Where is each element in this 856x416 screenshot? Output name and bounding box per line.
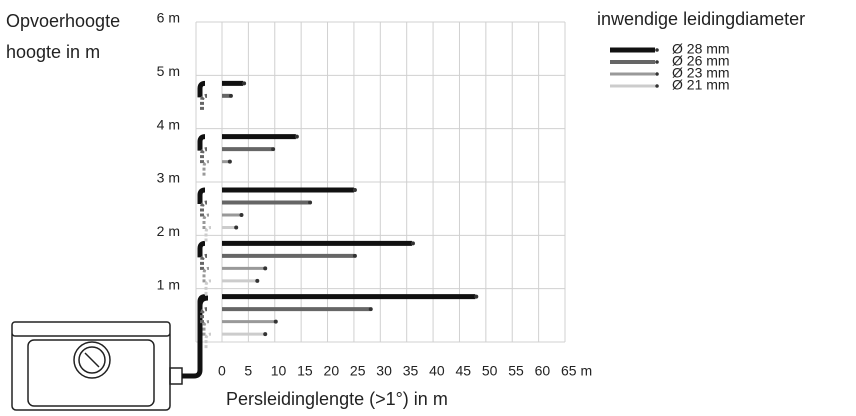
bar-end-dot <box>308 200 313 205</box>
pipe-connector <box>200 253 208 270</box>
x-title: Persleidinglengte (>1°) in m <box>226 389 448 409</box>
x-tick-label: 50 <box>482 363 498 379</box>
pipe-connector <box>204 279 212 295</box>
x-tick-label: 25 <box>350 363 366 379</box>
x-tick-label: 15 <box>297 363 313 379</box>
bar-end-dot <box>271 147 276 152</box>
x-tick-label: 65 m <box>561 363 592 379</box>
x-tick-label: 40 <box>429 363 445 379</box>
legend-dot <box>655 72 659 76</box>
bar-end-dot <box>227 159 232 164</box>
y-title: Opvoerhoogte <box>6 11 120 31</box>
pipe-connector <box>197 80 206 98</box>
bar-end-dot <box>352 188 357 192</box>
bar-end-dot <box>294 134 299 139</box>
x-tick-label: 45 <box>455 363 471 379</box>
bar-end-dot <box>368 307 373 312</box>
pipe-connector <box>197 187 206 204</box>
legend-dot <box>655 60 659 64</box>
x-tick-label: 0 <box>218 363 226 379</box>
legend-label: Ø 28 mm <box>672 41 730 57</box>
pipe-connector <box>202 160 210 176</box>
x-tick-label: 60 <box>535 363 551 379</box>
pipe-connector <box>202 320 210 336</box>
pipe-connector <box>197 240 206 258</box>
bar-end-dot <box>228 93 233 98</box>
bar-end-dot <box>273 319 278 324</box>
pipe-connector <box>204 332 212 349</box>
bar-end-dot <box>255 278 260 283</box>
pipe-connector <box>202 213 210 229</box>
bar-end-dot <box>263 266 268 271</box>
legend-label: Ø 21 mm <box>672 77 730 93</box>
pipe-connector <box>197 294 206 311</box>
legend-label: Ø 23 mm <box>672 65 730 81</box>
pipe-connector <box>197 134 206 151</box>
y-title: hoogte in m <box>6 42 100 62</box>
x-tick-label: 30 <box>376 363 392 379</box>
x-tick-label: 20 <box>324 363 340 379</box>
pump-illustration <box>11 295 209 411</box>
bar-end-dot <box>239 213 244 217</box>
legend-label: Ø 26 mm <box>672 53 730 69</box>
bar-end-dot <box>410 241 415 246</box>
legend-dot <box>655 48 659 52</box>
pipe-connector <box>200 307 208 324</box>
legend-title: inwendige leidingdiameter <box>597 9 805 29</box>
bar-end-dot <box>263 332 268 337</box>
bar-end-dot <box>234 225 239 230</box>
y-tick-label: 2 m <box>157 223 180 239</box>
bar-end-dot <box>474 294 479 299</box>
y-tick-label: 3 m <box>157 170 180 186</box>
y-tick-label: 5 m <box>157 63 180 79</box>
bar-end-dot <box>352 253 357 258</box>
x-tick-label: 55 <box>508 363 524 379</box>
x-tick-label: 10 <box>271 363 287 379</box>
pipe-connector <box>202 266 210 283</box>
y-tick-label: 6 m <box>157 10 180 26</box>
pipe-connector <box>204 226 212 242</box>
pipe-connector <box>200 200 208 217</box>
y-tick-label: 4 m <box>157 116 180 132</box>
bar-end-dot <box>242 81 247 86</box>
y-tick-label: 1 m <box>157 276 180 292</box>
pipe-connector <box>200 147 208 164</box>
x-tick-label: 5 <box>244 363 252 379</box>
x-tick-label: 35 <box>403 363 419 379</box>
pipe-connector <box>200 93 208 110</box>
legend-dot <box>655 84 659 88</box>
